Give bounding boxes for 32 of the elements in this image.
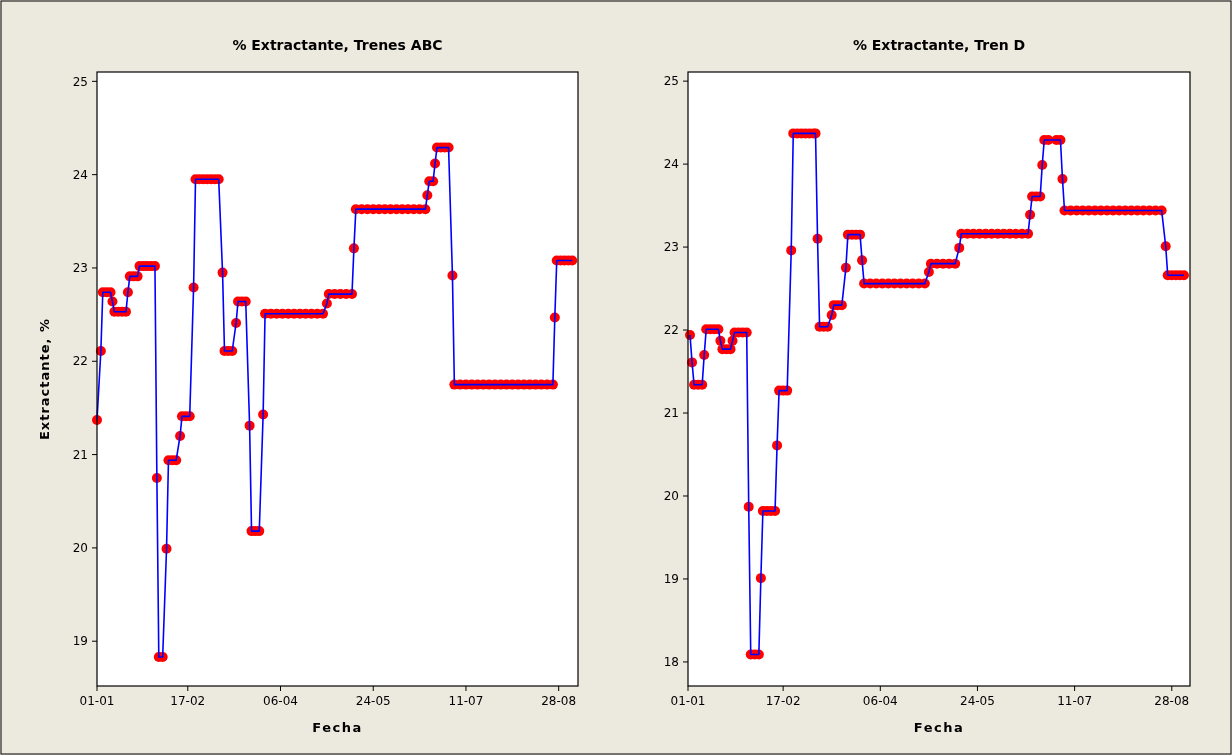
- y-tick-label: 19: [663, 572, 679, 587]
- y-tick-label: 19: [72, 634, 88, 649]
- y-tick-label: 25: [72, 74, 88, 89]
- y-tick-label: 22: [663, 323, 679, 338]
- y-tick-label: 20: [663, 489, 679, 504]
- x-axis-title: Fecha: [312, 720, 363, 735]
- x-tick-label: 06-04: [263, 694, 298, 708]
- y-tick-label: 21: [72, 447, 88, 462]
- x-tick-label: 24-05: [355, 694, 391, 708]
- y-tick-label: 21: [663, 406, 679, 421]
- y-tick-label: 18: [663, 655, 679, 670]
- x-tick-label: 01-01: [670, 694, 706, 708]
- y-tick-label: 23: [72, 261, 88, 276]
- x-tick-label: 01-01: [79, 694, 115, 708]
- y-tick-label: 23: [663, 240, 679, 255]
- chart-title: % Extractante, Tren D: [852, 37, 1026, 53]
- x-tick-label: 11-07: [1057, 694, 1093, 708]
- x-axis-title: Fecha: [913, 720, 965, 735]
- y-tick-label: 20: [72, 541, 88, 556]
- x-tick-label: 17-02: [765, 694, 801, 708]
- y-tick-label: 24: [663, 157, 679, 172]
- x-tick-label: 06-04: [862, 694, 898, 708]
- x-tick-label: 28-08: [1154, 694, 1190, 708]
- y-axis-title: Extractante, %: [37, 317, 52, 441]
- y-tick-label: 22: [72, 354, 88, 369]
- x-tick-label: 28-08: [541, 694, 577, 708]
- y-tick-label: 24: [72, 167, 88, 182]
- chart-title: % Extractante, Trenes ABC: [232, 37, 443, 53]
- y-tick-label: 25: [663, 74, 679, 89]
- x-tick-label: 24-05: [960, 694, 995, 708]
- x-tick-label: 17-02: [170, 694, 206, 708]
- x-tick-label: 11-07: [448, 694, 484, 708]
